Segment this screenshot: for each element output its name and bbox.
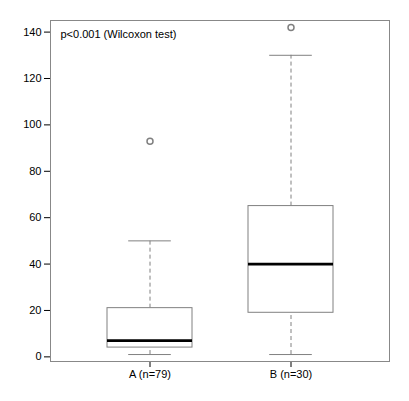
svg-text:A (n=79): A (n=79) xyxy=(129,368,171,380)
svg-text:40: 40 xyxy=(29,258,41,270)
svg-text:140: 140 xyxy=(23,26,41,38)
svg-text:120: 120 xyxy=(23,72,41,84)
svg-text:60: 60 xyxy=(29,211,41,223)
svg-text:p<0.001 (Wilcoxon test): p<0.001 (Wilcoxon test) xyxy=(61,28,177,40)
svg-text:80: 80 xyxy=(29,165,41,177)
svg-text:B (n=30): B (n=30) xyxy=(270,368,313,380)
svg-text:0: 0 xyxy=(35,350,41,362)
svg-text:100: 100 xyxy=(23,118,41,130)
svg-text:20: 20 xyxy=(29,304,41,316)
